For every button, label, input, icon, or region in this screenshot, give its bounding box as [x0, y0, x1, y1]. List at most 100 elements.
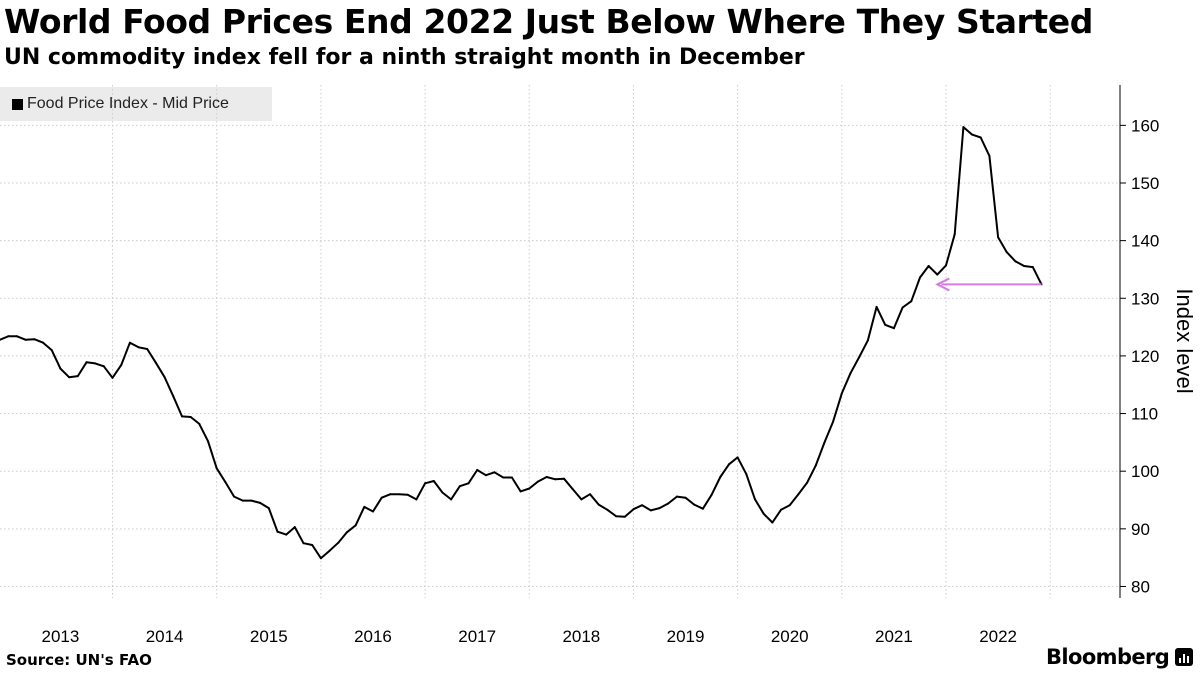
- data-point: [76, 375, 79, 378]
- x-tick-label: 2017: [458, 627, 496, 646]
- data-point: [68, 376, 71, 379]
- x-tick-label: 2016: [354, 627, 392, 646]
- data-point: [458, 485, 461, 488]
- data-point: [762, 512, 765, 515]
- data-point: [641, 504, 644, 507]
- data-point: [59, 367, 62, 370]
- data-point: [363, 505, 366, 508]
- data-point: [259, 501, 262, 504]
- data-point: [1023, 265, 1026, 267]
- data-point: [649, 509, 652, 512]
- data-point: [597, 503, 600, 506]
- data-point: [979, 136, 982, 139]
- data-point: [241, 499, 244, 502]
- data-point: [510, 476, 513, 479]
- data-point: [936, 273, 939, 276]
- data-point: [467, 482, 470, 485]
- x-tick-label: 2021: [875, 627, 913, 646]
- y-tick-label: 150: [1131, 174, 1159, 193]
- brand-name: Bloomberg: [1046, 645, 1170, 669]
- data-point: [736, 456, 739, 459]
- data-point: [884, 323, 887, 326]
- data-point: [267, 507, 270, 510]
- data-point: [858, 356, 861, 359]
- data-point: [311, 544, 314, 546]
- data-point: [345, 531, 348, 534]
- data-point: [7, 335, 10, 338]
- x-tick-label: 2013: [42, 627, 80, 646]
- data-point: [754, 498, 756, 501]
- data-point: [528, 487, 531, 490]
- data-point: [866, 339, 869, 342]
- data-point: [24, 338, 27, 341]
- data-point: [328, 549, 331, 552]
- data-point: [441, 491, 444, 494]
- data-point: [962, 126, 965, 129]
- data-point: [172, 395, 175, 398]
- data-point: [788, 504, 791, 507]
- data-point: [398, 493, 400, 496]
- chart-subtitle: UN commodity index fell for a ninth stra…: [4, 45, 805, 70]
- data-point: [806, 481, 809, 484]
- data-point: [337, 541, 340, 544]
- data-point: [563, 477, 565, 480]
- x-tick-label: 2022: [979, 627, 1017, 646]
- data-point: [519, 490, 522, 493]
- data-point: [0, 338, 1, 341]
- x-tick-label: 2014: [146, 627, 184, 646]
- data-point: [589, 493, 591, 496]
- y-tick-label: 120: [1131, 347, 1159, 366]
- data-point: [606, 508, 609, 511]
- series-line-food-price-index: [0, 126, 1043, 560]
- y-tick-label: 130: [1131, 289, 1159, 308]
- legend-label: Food Price Index - Mid Price: [27, 95, 229, 112]
- data-point: [832, 420, 835, 423]
- data-point: [293, 526, 296, 529]
- data-point: [354, 524, 357, 527]
- data-point: [1014, 260, 1017, 263]
- data-point: [285, 533, 288, 536]
- data-point: [971, 133, 974, 136]
- data-point: [415, 498, 418, 501]
- data-point: [693, 503, 696, 506]
- data-point: [120, 364, 123, 367]
- data-point: [154, 361, 157, 364]
- data-point: [372, 510, 374, 513]
- data-point: [849, 372, 852, 375]
- data-point: [892, 327, 895, 330]
- data-point: [632, 508, 635, 511]
- y-tick-label: 140: [1131, 232, 1159, 251]
- y-tick-label: 80: [1131, 577, 1150, 596]
- data-point: [823, 441, 826, 444]
- data-point: [215, 467, 218, 470]
- data-point: [233, 495, 236, 498]
- data-point: [163, 376, 166, 379]
- data-point: [85, 361, 88, 364]
- data-point: [432, 480, 435, 482]
- data-point: [94, 362, 97, 365]
- chart-title: World Food Prices End 2022 Just Below Wh…: [4, 2, 1094, 41]
- data-point: [389, 493, 392, 496]
- data-point: [953, 233, 956, 236]
- x-tick-label: 2019: [667, 627, 705, 646]
- y-tick-label: 110: [1131, 405, 1158, 424]
- y-axis-title: Index level: [1172, 288, 1197, 393]
- data-point: [493, 471, 496, 474]
- x-tick-label: 2018: [562, 627, 600, 646]
- data-point: [146, 348, 149, 350]
- data-point: [198, 422, 201, 425]
- data-point: [33, 338, 36, 341]
- data-point: [42, 341, 45, 344]
- data-point: [945, 264, 947, 267]
- data-point: [997, 236, 1000, 239]
- data-point: [406, 493, 409, 496]
- data-point: [224, 481, 227, 484]
- data-point: [701, 507, 704, 510]
- data-point: [16, 335, 18, 338]
- data-point: [102, 365, 105, 368]
- data-point: [728, 463, 730, 466]
- data-point: [901, 306, 904, 309]
- data-point: [710, 493, 713, 496]
- data-point: [276, 530, 279, 533]
